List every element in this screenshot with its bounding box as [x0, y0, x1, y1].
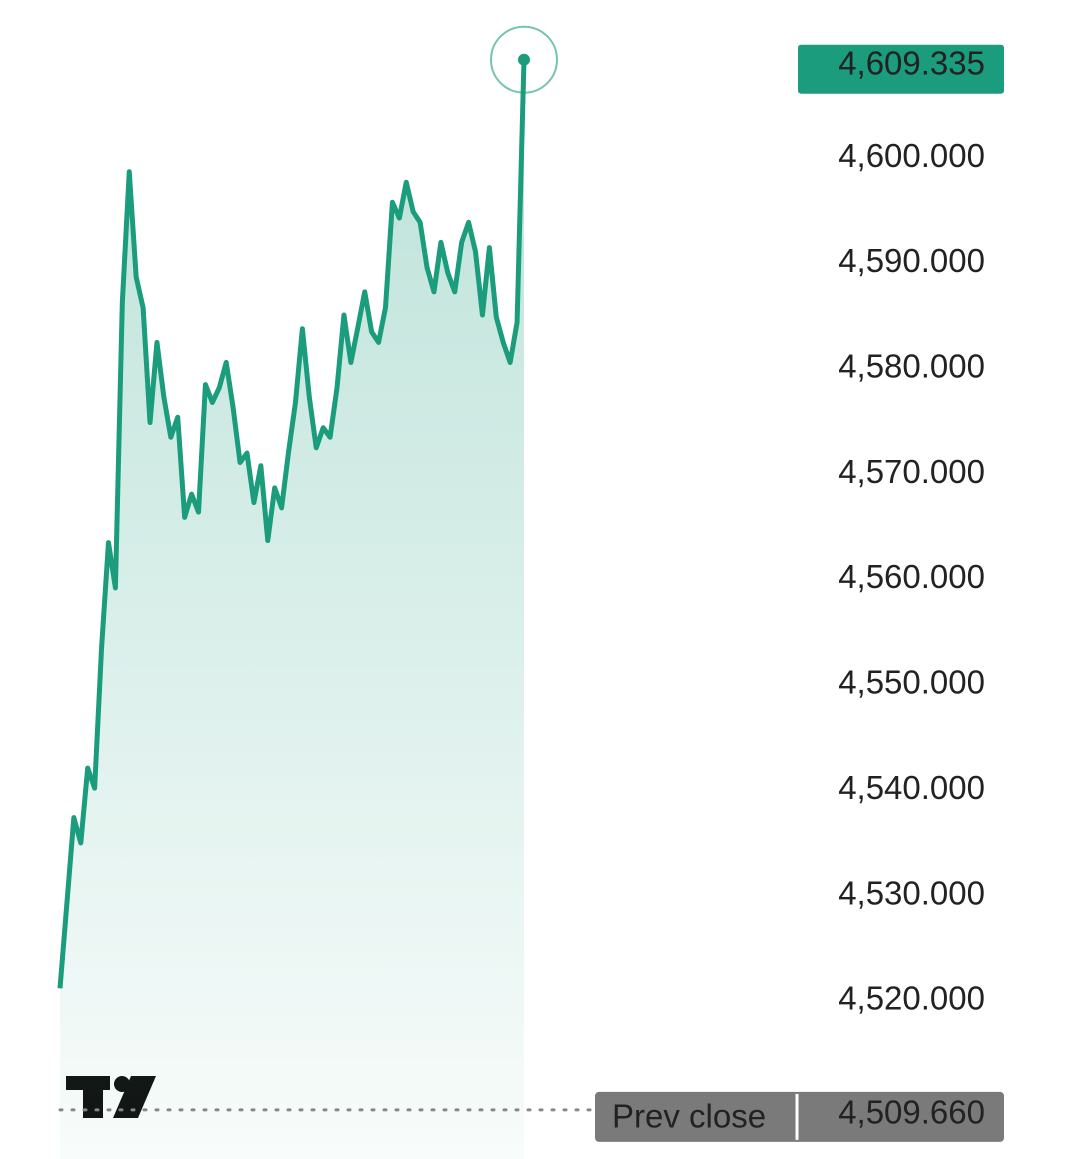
y-tick-label: 4,520.000	[838, 980, 985, 1017]
area	[60, 59, 524, 1159]
prev-close-box	[595, 1091, 1004, 1142]
line	[57, 59, 527, 989]
y-tick-label: 4,560.000	[838, 558, 985, 595]
y-tick-label: 4,540.000	[838, 769, 985, 806]
prev-close-label: 4,509.660	[838, 1094, 985, 1131]
y-tick-label: 4,570.000	[838, 453, 985, 490]
y-tick-label: 4,600.000	[838, 137, 985, 174]
price-tag	[798, 44, 1004, 94]
y-tick-label: 4,550.000	[838, 664, 985, 701]
prev-close-name: Prev close	[612, 1098, 766, 1135]
y-tick-label: 4,590.000	[838, 242, 985, 279]
last-point-ring	[490, 25, 558, 94]
price-label: 4,609.335	[838, 44, 985, 81]
y-tick-label: 4,580.000	[838, 347, 985, 384]
last-point	[518, 53, 530, 66]
y-tick-label: 4,530.000	[838, 874, 985, 911]
